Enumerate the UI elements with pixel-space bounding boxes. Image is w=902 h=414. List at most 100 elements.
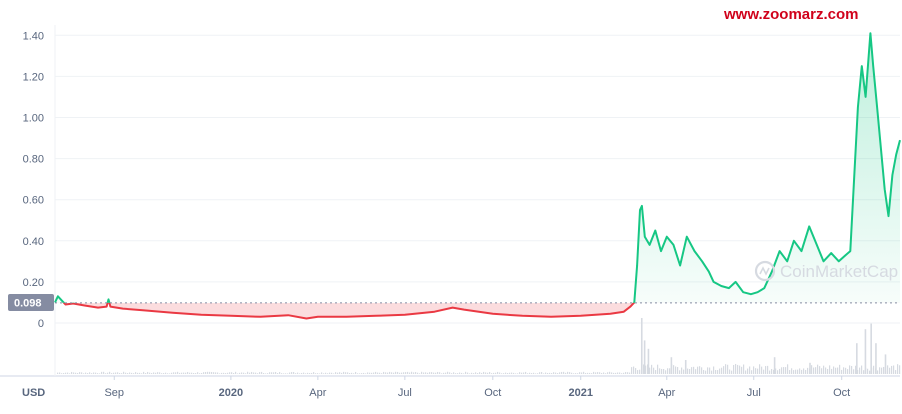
volume-bar: [695, 369, 697, 374]
volume-bar: [247, 371, 249, 374]
volume-bar: [679, 370, 681, 374]
volume-bar: [849, 365, 851, 374]
volume-bar: [223, 372, 225, 374]
volume-bar: [563, 371, 565, 374]
volume-bar: [71, 371, 73, 374]
volume-bar: [373, 372, 375, 374]
volume-bar: [147, 371, 149, 374]
volume-bar: [459, 372, 461, 374]
volume-bar: [863, 370, 865, 374]
volume-bar: [879, 367, 881, 374]
volume-bar: [541, 372, 543, 374]
volume-bar: [375, 371, 377, 374]
volume-bar: [213, 372, 215, 374]
volume-bar: [779, 368, 781, 374]
volume-bar: [893, 365, 895, 374]
volume-bar: [539, 372, 541, 374]
volume-bar: [259, 372, 261, 374]
volume-bar: [481, 372, 483, 374]
volume-bar: [381, 373, 383, 374]
volume-bar: [337, 372, 339, 374]
volume-bar: [855, 365, 857, 374]
volume-bar: [105, 373, 107, 374]
volume-bar: [521, 372, 523, 374]
volume-bar: [623, 372, 625, 374]
volume-bar: [725, 364, 727, 374]
volume-bar: [587, 372, 589, 374]
volume-bar: [457, 373, 459, 374]
volume-bar: [199, 373, 201, 374]
volume-bar: [841, 369, 843, 374]
volume-bar: [495, 372, 497, 374]
volume-bar: [329, 372, 331, 374]
volume-bar: [73, 372, 75, 374]
volume-bar: [561, 371, 563, 374]
volume-bar: [625, 372, 627, 374]
volume-bar: [221, 372, 223, 374]
volume-bar: [745, 370, 747, 374]
volume-bar: [675, 366, 677, 374]
volume-bar: [65, 372, 67, 374]
price-line-down: [62, 302, 636, 320]
volume-bar: [749, 366, 751, 374]
volume-bar: [847, 369, 849, 374]
volume-bar: [193, 372, 195, 374]
volume-bar: [817, 364, 819, 374]
volume-bar: [315, 373, 317, 374]
volume-bar: [227, 372, 229, 374]
volume-bar: [609, 371, 611, 374]
volume-bar: [463, 373, 465, 374]
volume-bar: [471, 372, 473, 374]
volume-bar: [253, 372, 255, 374]
price-line: [54, 32, 901, 320]
volume-bar: [729, 369, 731, 374]
volume-bar: [243, 372, 245, 374]
volume-bar: [543, 373, 545, 374]
volume-bar: [569, 372, 571, 374]
volume-bar: [529, 372, 531, 374]
volume-bar: [645, 365, 647, 374]
volume-bar: [559, 372, 561, 374]
volume-bar: [789, 370, 791, 374]
volume-bar: [357, 373, 359, 374]
volume-bar: [417, 372, 419, 374]
volume-bar: [473, 373, 475, 374]
volume-bar: [271, 372, 273, 374]
volume-bar: [781, 367, 783, 374]
watermark: www.zoomarz.com: [723, 6, 858, 23]
volume-bar: [677, 367, 679, 374]
volume-bar: [169, 373, 171, 374]
volume-bar: [181, 372, 183, 374]
volume-bars: [57, 318, 901, 374]
volume-bar: [403, 372, 405, 374]
volume-bar: [683, 369, 685, 374]
volume-bar: [81, 372, 83, 374]
volume-bar: [301, 372, 303, 374]
volume-bar: [751, 370, 753, 374]
volume-bar: [549, 372, 551, 374]
volume-bar: [327, 373, 329, 374]
volume-bar: [771, 368, 773, 374]
volume-bar: [351, 372, 353, 374]
volume-bar: [439, 372, 441, 374]
volume-bar: [715, 369, 717, 374]
volume-bar: [705, 370, 707, 374]
volume-bar: [245, 373, 247, 374]
volume-bar: [853, 369, 855, 374]
volume-bar: [711, 370, 713, 374]
volume-bar: [187, 372, 189, 374]
volume-bar: [509, 372, 511, 374]
volume-bar: [127, 373, 129, 374]
volume-bar: [487, 372, 489, 374]
volume-bar: [209, 371, 211, 374]
volume-bar: [309, 373, 311, 374]
volume-bar: [741, 366, 743, 374]
volume-bar: [859, 367, 861, 374]
volume-bar: [805, 369, 807, 374]
volume-bar: [325, 372, 327, 374]
volume-bar: [89, 372, 91, 374]
volume-bar: [717, 370, 719, 374]
volume-bar: [891, 365, 893, 374]
volume-bar: [225, 373, 227, 374]
